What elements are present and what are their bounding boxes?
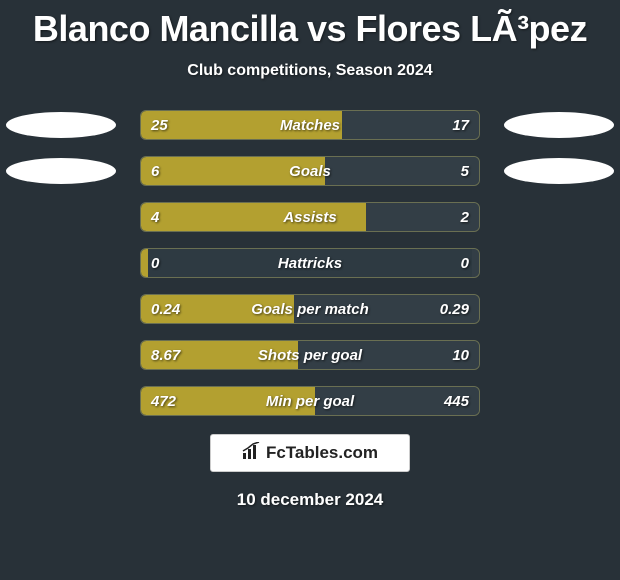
player-left-badge — [6, 112, 116, 138]
bar-track: 2517Matches — [140, 110, 480, 140]
stat-label: Hattricks — [141, 249, 479, 278]
value-right: 2 — [461, 203, 469, 232]
stat-row: 8.6710Shots per goal — [0, 340, 620, 370]
value-right: 0 — [461, 249, 469, 278]
value-right: 445 — [444, 387, 469, 416]
bar-track: 65Goals — [140, 156, 480, 186]
value-left: 8.67 — [151, 341, 180, 370]
date-text: 10 december 2024 — [0, 490, 620, 510]
stat-row: 472445Min per goal — [0, 386, 620, 416]
value-left: 472 — [151, 387, 176, 416]
value-left: 0.24 — [151, 295, 180, 324]
player-left-badge — [6, 158, 116, 184]
bar-track: 42Assists — [140, 202, 480, 232]
player-right-badge — [504, 158, 614, 184]
bar-track: 8.6710Shots per goal — [140, 340, 480, 370]
stat-row: 0 0Hattricks — [0, 248, 620, 278]
brand-badge[interactable]: FcTables.com — [210, 434, 410, 472]
bar-left — [141, 111, 342, 139]
player-right-badge — [504, 112, 614, 138]
value-left: 25 — [151, 111, 168, 140]
value-right: 10 — [452, 341, 469, 370]
bar-track: 0 0Hattricks — [140, 248, 480, 278]
subtitle: Club competitions, Season 2024 — [0, 62, 620, 80]
stat-row: 0.240.29Goals per match — [0, 294, 620, 324]
brand-text: FcTables.com — [266, 443, 378, 463]
value-left: 0 — [151, 249, 159, 278]
stat-row: 2517Matches — [0, 110, 620, 140]
comparison-chart: 2517Matches65Goals42Assists00Hattricks0.… — [0, 110, 620, 416]
bar-left — [141, 203, 366, 231]
bar-right — [325, 157, 479, 185]
bar-right — [472, 249, 479, 277]
value-left: 6 — [151, 157, 159, 186]
bar-left — [141, 157, 325, 185]
stat-row: 42Assists — [0, 202, 620, 232]
value-right: 17 — [452, 111, 469, 140]
bar-left — [141, 249, 148, 277]
value-right: 0.29 — [440, 295, 469, 324]
bar-track: 0.240.29Goals per match — [140, 294, 480, 324]
chart-icon — [242, 442, 262, 465]
value-left: 4 — [151, 203, 159, 232]
value-right: 5 — [461, 157, 469, 186]
page-title: Blanco Mancilla vs Flores LÃ³pez — [0, 0, 620, 50]
bar-track: 472445Min per goal — [140, 386, 480, 416]
stat-row: 65Goals — [0, 156, 620, 186]
